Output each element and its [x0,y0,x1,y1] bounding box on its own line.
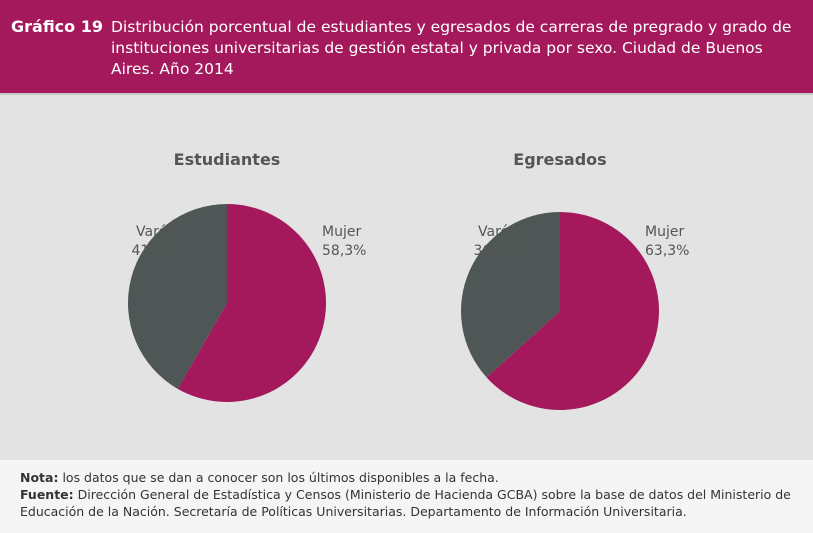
slice-value-label: 36,7% [474,243,518,259]
pie-slice-mujer [177,204,326,402]
source: Fuente: Dirección General de Estadística… [20,486,810,520]
source-label: Fuente: [20,487,74,502]
footer: Nota: los datos que se dan a conocer son… [20,469,810,520]
slice-value-label: 41,7% [132,243,176,259]
note: Nota: los datos que se dan a conocer son… [20,469,810,486]
pie-title: Estudiantes [174,150,281,169]
slice-value-label: 58,3% [322,243,366,259]
chart-header: Gráfico 19 Distribución porcentual de es… [0,0,813,95]
note-text: los datos que se dan a conocer son los ú… [58,470,499,485]
slice-value-label: 63,3% [645,243,689,259]
source-text: Dirección General de Estadística y Censo… [20,487,791,519]
pie-title: Egresados [513,150,606,169]
pie-slice-mujer [486,212,660,410]
slice-label: Mujer [322,224,361,240]
chart-number: Gráfico 19 [11,17,103,36]
note-label: Nota: [20,470,59,485]
chart-title: Distribución porcentual de estudiantes y… [111,18,792,78]
pie-slice-varon [127,204,227,389]
pie-slice-varon [461,212,560,378]
slice-label: Varón [136,224,176,240]
slice-label: Mujer [645,224,684,240]
slice-label: Varón [478,224,518,240]
